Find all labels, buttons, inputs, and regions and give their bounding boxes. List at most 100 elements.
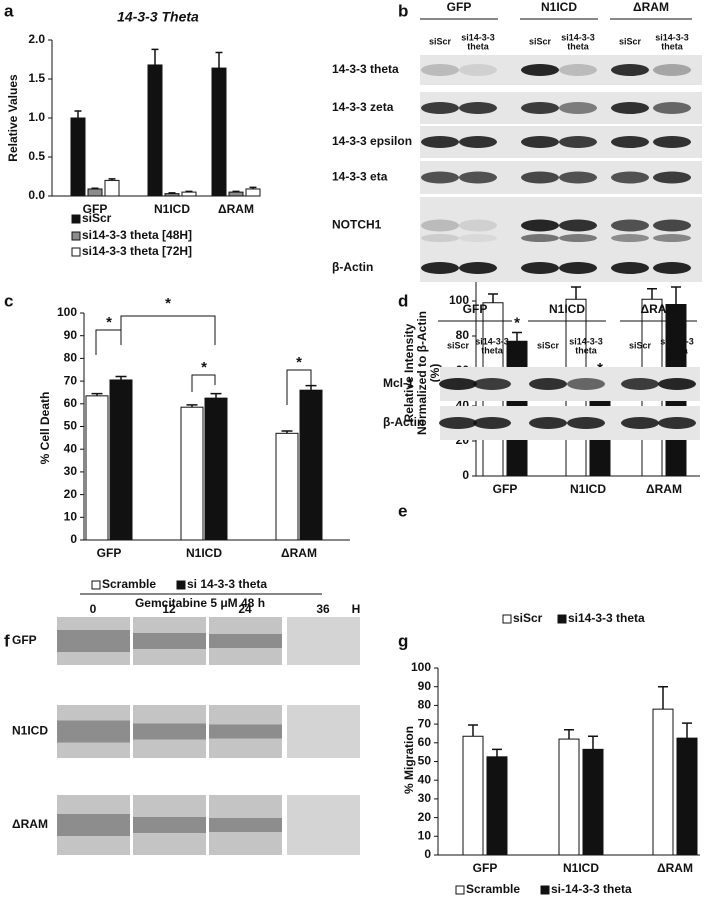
bar — [180, 406, 204, 541]
bar — [204, 397, 228, 541]
y-axis-label: (%) — [428, 364, 442, 383]
bar — [211, 67, 227, 197]
blot-band — [653, 171, 691, 184]
time-label: 24 — [238, 602, 252, 616]
y-tick-label: 60 — [64, 396, 78, 410]
group-header: N1ICD — [541, 0, 577, 14]
significance-bracket — [95, 329, 122, 355]
blot-band — [653, 262, 691, 274]
y-tick-label: 10 — [418, 828, 432, 842]
blot-band — [459, 171, 497, 184]
significance-mark: * — [514, 314, 520, 331]
y-tick-label: 10 — [64, 509, 78, 523]
blot-band — [459, 136, 497, 148]
lane-label: theta — [567, 41, 589, 51]
blot-band — [611, 234, 649, 243]
blot-band — [658, 417, 696, 429]
y-axis-label: % Cell Death — [38, 392, 52, 465]
legend-swatch — [71, 231, 81, 241]
lane-label: si14-3-3 — [475, 336, 509, 346]
blot-band — [521, 262, 559, 274]
y-axis-label: Normalized to β-Actin — [415, 311, 429, 435]
y-tick-label: 40 — [64, 441, 78, 455]
blot-band — [521, 219, 559, 232]
legend-swatch — [71, 214, 81, 224]
y-tick-label: 100 — [411, 660, 431, 674]
blot-band — [459, 219, 497, 232]
x-tick-label: N1ICD — [563, 861, 599, 875]
y-tick-label: 20 — [64, 487, 78, 501]
row-label: 14-3-3 theta — [332, 62, 399, 76]
error-bar — [492, 748, 502, 757]
y-tick-label: 30 — [64, 464, 78, 478]
significance-mark: * — [165, 295, 171, 312]
y-tick-label: 30 — [418, 791, 432, 805]
error-bar — [91, 187, 99, 189]
panel-label: d — [398, 291, 408, 310]
row-label: 14-3-3 eta — [332, 170, 388, 184]
legend-swatch — [540, 885, 550, 895]
x-tick-label: ΔRAM — [646, 482, 682, 496]
bar — [164, 193, 180, 197]
row-label: β-Actin — [332, 260, 373, 274]
blot-band — [521, 64, 559, 76]
scratch-gap — [133, 723, 206, 740]
y-tick-label: 0 — [70, 532, 77, 546]
error-bar — [108, 178, 116, 181]
y-tick-label: 70 — [64, 373, 78, 387]
error-bar — [588, 735, 598, 750]
blot-band — [559, 136, 597, 148]
legend-label: si14-3-3 theta — [568, 611, 645, 625]
y-tick-label: 2.0 — [28, 32, 45, 46]
error-bar — [74, 110, 82, 118]
error-bar — [151, 48, 159, 65]
error-bar — [564, 728, 574, 740]
y-axis-label: Relative Intensity — [402, 323, 416, 422]
significance-bracket — [286, 369, 312, 405]
x-tick-label: GFP — [493, 482, 518, 496]
group-header: N1ICD — [549, 302, 585, 316]
bar — [181, 191, 197, 197]
legend-label: siScr — [513, 611, 543, 625]
lane-label: si14-3-3 — [569, 336, 603, 346]
legend-swatch — [91, 580, 101, 590]
error-bar — [232, 190, 240, 193]
bar — [87, 188, 103, 197]
scratch-gap — [133, 633, 206, 649]
y-tick-label: 0.0 — [28, 188, 45, 202]
legend-label: si14-3-3 theta [72H] — [82, 244, 192, 258]
time-label: 0 — [90, 602, 97, 616]
blot-band — [529, 378, 567, 390]
blot-band — [621, 378, 659, 390]
row-label: Mcl-1 — [383, 376, 414, 390]
row-label: β-Actin — [383, 415, 424, 429]
y-tick-label: 0.5 — [28, 149, 45, 163]
bar — [652, 708, 674, 856]
lane-label: siScr — [537, 340, 560, 350]
legend-swatch — [557, 614, 567, 624]
y-tick-label: 80 — [456, 328, 470, 342]
blot-band — [439, 417, 477, 429]
legend-swatch — [176, 580, 186, 590]
scratch-gap — [57, 814, 130, 836]
blot-band — [611, 136, 649, 148]
y-tick-label: 40 — [418, 772, 432, 786]
legend-label: Scramble — [466, 882, 520, 896]
error-bar — [168, 192, 176, 194]
row-label: ΔRAM — [12, 817, 48, 831]
bar — [275, 432, 299, 541]
blot-band — [421, 171, 459, 184]
y-tick-label: 80 — [64, 351, 78, 365]
blot-band — [567, 378, 605, 390]
significance-bracket — [191, 374, 216, 392]
blot-band — [421, 102, 459, 114]
lane-label: theta — [575, 345, 597, 355]
panel-label: b — [398, 1, 408, 20]
bar — [147, 64, 163, 197]
y-tick-label: 50 — [64, 419, 78, 433]
legend-label: si-14-3-3 theta — [551, 882, 632, 896]
blot-band — [653, 219, 691, 232]
x-tick-label: ΔRAM — [657, 861, 693, 875]
scratch-gap — [209, 818, 282, 832]
